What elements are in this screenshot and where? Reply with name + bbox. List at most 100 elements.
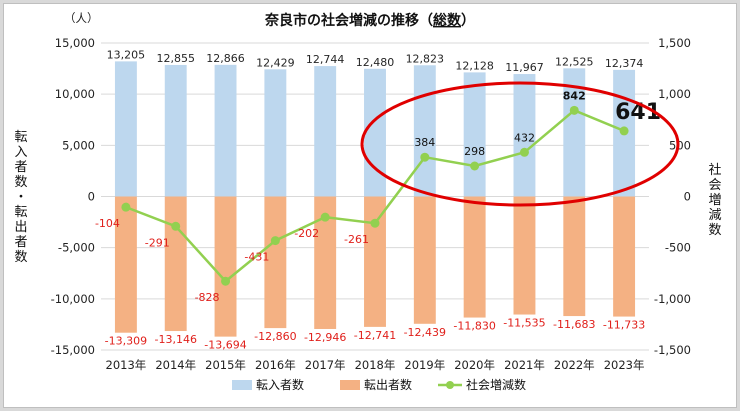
inflow-value-label: 12,855 xyxy=(156,52,195,65)
inflow-value-label: 12,525 xyxy=(555,55,594,68)
inflow-value-label: 11,967 xyxy=(505,61,544,74)
x-tick-label: 2020年 xyxy=(454,358,495,372)
net-change-point xyxy=(370,218,380,228)
y-tick-label: 0 xyxy=(88,190,95,204)
net-change-value-label: 384 xyxy=(414,136,435,149)
net-change-point xyxy=(121,202,131,212)
y-tick-label: -10,000 xyxy=(51,292,95,306)
x-tick-label: 2019年 xyxy=(404,358,445,372)
outflow-bar xyxy=(413,196,436,324)
legend-swatch xyxy=(340,380,360,390)
legend: 転入者数 転出者数 社会増減数 xyxy=(232,377,526,392)
net-change-value-label: -202 xyxy=(294,227,319,240)
y2-tick-label: -1,000 xyxy=(654,292,691,306)
legend-label: 転入者数 xyxy=(256,377,304,392)
x-tick-label: 2018年 xyxy=(355,358,396,372)
x-tick-label: 2013年 xyxy=(106,358,147,372)
outflow-bar xyxy=(214,196,237,337)
net-change-point xyxy=(569,105,579,115)
chart-frame: 13,205 12,855 12,866 12,429 12,744 12,480 12,8… xyxy=(3,3,737,408)
inflow-bar xyxy=(314,66,337,197)
inflow-value-label: 12,374 xyxy=(605,57,644,70)
outflow-value-label: -11,683 xyxy=(553,318,595,331)
y-tick-label: 5,000 xyxy=(62,138,95,152)
chart-title: 奈良市の社会増減の推移（総数） xyxy=(264,12,475,29)
outflow-value-label: -13,146 xyxy=(154,333,196,346)
inflow-value-label: 12,480 xyxy=(356,56,395,69)
outflow-bar xyxy=(563,196,586,317)
net-change-value-label: -261 xyxy=(344,233,369,246)
legend-label: 転出者数 xyxy=(364,377,412,392)
outflow-bars xyxy=(114,196,636,337)
inflow-value-label: 12,866 xyxy=(206,52,245,65)
inflow-bar xyxy=(513,74,536,197)
net-change-point xyxy=(320,212,330,222)
outflow-bar xyxy=(463,196,486,318)
inflow-value-label: 12,744 xyxy=(306,53,345,66)
outflow-bar xyxy=(513,196,536,315)
outflow-value-label: -12,741 xyxy=(354,329,396,342)
outflow-bar xyxy=(114,196,137,333)
y-tick-label: 15,000 xyxy=(55,36,95,50)
outflow-value-label: -11,535 xyxy=(503,317,545,330)
axes: 15,000 10,000 5,000 0 -5,000 -10,000 -15,000 1,… xyxy=(51,36,691,372)
outflow-value-label: -11,733 xyxy=(603,319,645,332)
x-tick-label: 2021年 xyxy=(504,358,545,372)
y-tick-label: -5,000 xyxy=(58,241,95,255)
net-change-value-label: -291 xyxy=(145,236,170,249)
inflow-value-label: 12,429 xyxy=(256,56,295,69)
outflow-value-label: -12,860 xyxy=(254,330,296,343)
net-change-point xyxy=(221,276,231,286)
net-change-point xyxy=(171,221,181,231)
inflow-bar xyxy=(413,65,436,197)
net-change-value-label: 842 xyxy=(563,89,586,102)
y2-tick-label: 500 xyxy=(669,138,691,152)
net-change-value-label: -431 xyxy=(244,251,269,264)
y-axis-title: 転入者数・転出者数 xyxy=(14,130,27,265)
outflow-value-label: -13,309 xyxy=(105,335,147,348)
inflow-value-label: 12,823 xyxy=(406,52,445,65)
chart-title-emphasis: 総数 xyxy=(433,12,462,29)
inflow-value-label: 13,205 xyxy=(107,48,146,61)
x-tick-label: 2023年 xyxy=(604,358,645,372)
legend-marker xyxy=(446,381,454,389)
x-tick-label: 2017年 xyxy=(305,358,346,372)
outflow-bar xyxy=(314,196,337,329)
net-change-value-label: -104 xyxy=(95,217,120,230)
inflow-bar xyxy=(114,61,137,197)
inflow-bars xyxy=(114,61,636,197)
net-change-point xyxy=(519,147,529,157)
y2-tick-label: 0 xyxy=(684,190,691,204)
outflow-value-label: -12,946 xyxy=(304,331,346,344)
inflow-bar xyxy=(563,68,586,197)
outflow-bar xyxy=(364,196,386,327)
outflow-value-label: -11,830 xyxy=(453,320,495,333)
outflow-value-label: -13,694 xyxy=(204,339,246,352)
y2-tick-label: 1,500 xyxy=(658,36,691,50)
x-tick-label: 2022年 xyxy=(554,358,595,372)
net-change-point xyxy=(420,152,430,162)
net-change-point xyxy=(619,126,629,136)
chart-svg: 13,205 12,855 12,866 12,429 12,744 12,480 12,8… xyxy=(14,11,721,392)
y2-axis-title: 社会増減数 xyxy=(708,162,721,238)
net-change-value-label: -828 xyxy=(195,291,220,304)
net-change-value-label: 298 xyxy=(464,145,485,158)
legend-swatch xyxy=(232,380,252,390)
y2-tick-label: -500 xyxy=(665,241,691,255)
net-change-point xyxy=(470,161,480,171)
net-change-point xyxy=(270,236,280,246)
y2-tick-label: -1,500 xyxy=(654,343,691,357)
inflow-bar xyxy=(364,68,386,197)
y-tick-label: 10,000 xyxy=(55,87,95,101)
outflow-value-label: -12,439 xyxy=(404,326,446,339)
x-tick-label: 2016年 xyxy=(255,358,296,372)
highlight-ellipse xyxy=(360,81,680,207)
unit-label: （人） xyxy=(64,11,99,25)
inflow-bar xyxy=(214,64,237,197)
outflow-bar xyxy=(164,196,187,332)
outflow-bar xyxy=(264,196,287,329)
y-tick-label: -15,000 xyxy=(51,343,95,357)
inflow-value-label: 12,128 xyxy=(455,59,494,72)
x-tick-label: 2015年 xyxy=(205,358,246,372)
y2-tick-label: 1,000 xyxy=(658,87,691,101)
